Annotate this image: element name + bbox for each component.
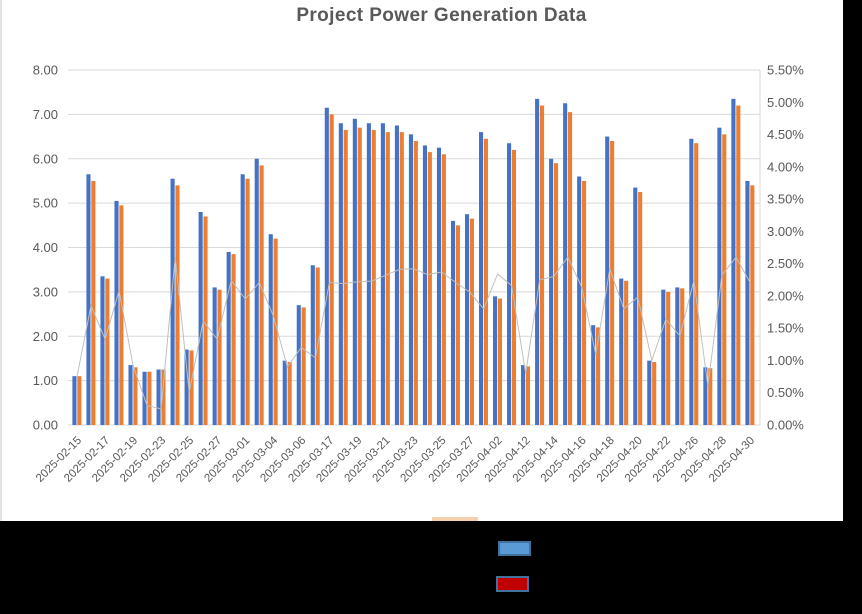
legend-swatch-red — [496, 576, 529, 592]
svg-text:3.00: 3.00 — [33, 284, 58, 299]
chart-title: Project Power Generation Data — [296, 5, 587, 26]
svg-text:4.00: 4.00 — [33, 240, 58, 255]
svg-text:5.00: 5.00 — [33, 196, 58, 211]
x-axis-labels: 2025-02-152025-02-172025-02-192025-02-23… — [34, 434, 757, 485]
svg-text:5.50%: 5.50% — [767, 63, 804, 78]
black-mask-bottom — [0, 521, 862, 614]
svg-text:1.00: 1.00 — [33, 373, 58, 388]
left-edge-border — [0, 0, 2, 521]
svg-text:3.00%: 3.00% — [767, 224, 804, 239]
svg-text:0.00%: 0.00% — [767, 418, 804, 433]
svg-text:4.00%: 4.00% — [767, 159, 804, 174]
svg-text:7.00: 7.00 — [33, 107, 58, 122]
svg-text:5.00%: 5.00% — [767, 95, 804, 110]
black-mask-right — [843, 0, 862, 614]
svg-text:2.50%: 2.50% — [767, 256, 804, 271]
left-axis-ticks: 0.00 1.00 2.00 3.00 4.00 5.00 6.00 7.00 8.00 — [33, 63, 58, 433]
svg-text:0.00: 0.00 — [33, 418, 58, 433]
bar-series-blue-bars — [72, 98, 750, 426]
svg-text:3.50%: 3.50% — [767, 192, 804, 207]
svg-text:4.50%: 4.50% — [767, 127, 804, 142]
bar-series-orange-bars — [77, 105, 755, 426]
right-axis-ticks: 0.00% 0.50% 1.00% 1.50% 2.00% 2.50% 3.00% 3.50%… — [767, 63, 804, 433]
legend-swatch-blue — [498, 541, 531, 556]
line-series-gray-line — [76, 256, 751, 410]
svg-text:0.50%: 0.50% — [767, 385, 804, 400]
legend-partial-orange-strip — [432, 517, 478, 521]
svg-text:2.00%: 2.00% — [767, 288, 804, 303]
svg-text:1.50%: 1.50% — [767, 321, 804, 336]
svg-text:1.00%: 1.00% — [767, 353, 804, 368]
svg-text:2.00: 2.00 — [33, 329, 58, 344]
svg-text:8.00: 8.00 — [33, 63, 58, 78]
svg-text:6.00: 6.00 — [33, 151, 58, 166]
